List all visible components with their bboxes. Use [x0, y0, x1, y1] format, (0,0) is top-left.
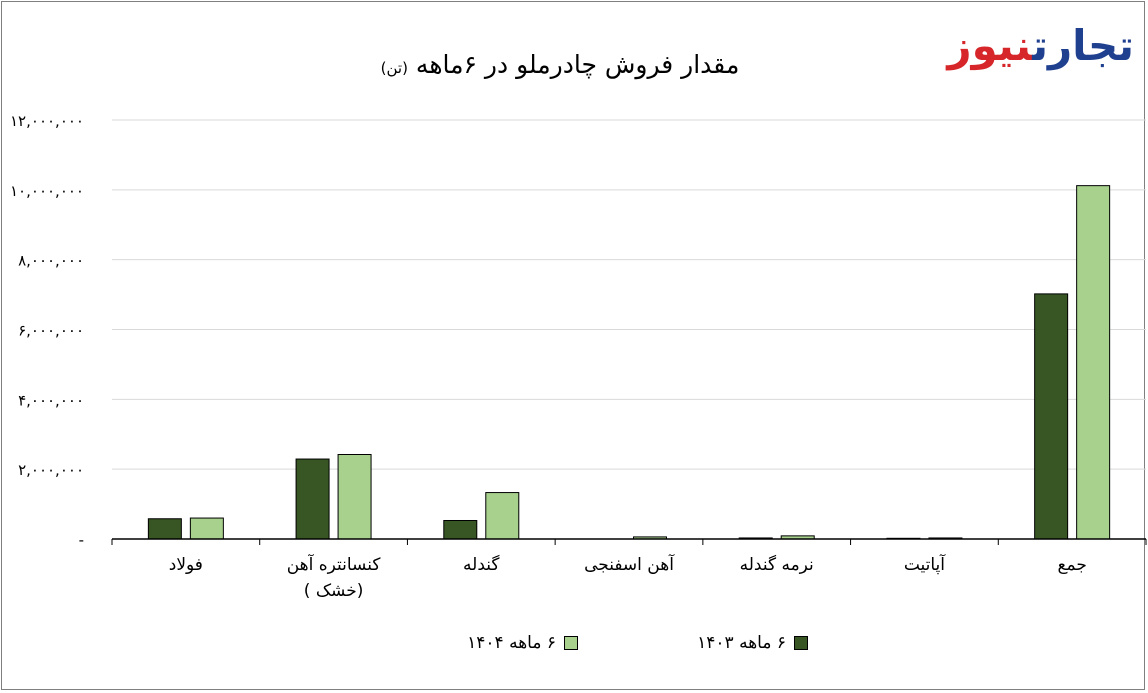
bar-1403 [295, 458, 330, 540]
brand-logo-part1: تجارت [1032, 21, 1135, 70]
x-axis-category-labels: فولاد کنسانتره آهن (خشک ) گندله آهن اسفنجی نر… [169, 553, 1087, 601]
legend-swatch-1403 [794, 636, 808, 650]
bar-1403 [147, 518, 182, 540]
y-tick-label: ۲,۰۰۰,۰۰۰ [18, 461, 84, 479]
x-category-label: فولاد [169, 555, 203, 575]
bar-1403 [1034, 293, 1069, 540]
bar-1403 [443, 519, 478, 540]
x-category-label: (خشک ) [304, 581, 364, 601]
x-category-label: آپاتیت [904, 553, 946, 575]
bars [147, 185, 1111, 540]
brand-logo: تجارتنیوز [947, 18, 1135, 74]
legend-label-1404: ۶ ماهه ۱۴۰۴ [467, 633, 556, 653]
x-category-label: کنسانتره آهن [287, 553, 382, 575]
bar-1404 [189, 517, 224, 540]
x-category-label: آهن اسفنجی [584, 553, 675, 575]
x-category-label: جمع [1057, 555, 1086, 575]
chart-title-main: مقدار فروش چادرملو در ۶ماهه [415, 50, 740, 79]
y-tick-label: ۴,۰۰۰,۰۰۰ [18, 391, 84, 409]
bar-1404 [485, 492, 520, 540]
legend-swatch-1404 [564, 636, 578, 650]
chart-title: مقدار فروش چادرملو در ۶ماهه (تن) [300, 50, 820, 79]
y-axis-tick-labels: - ۲,۰۰۰,۰۰۰ ۴,۰۰۰,۰۰۰ ۶,۰۰۰,۰۰۰ ۸,۰۰۰,۰۰۰ ۱۰,… [10, 112, 84, 549]
y-tick-label: ۱۲,۰۰۰,۰۰۰ [10, 112, 84, 130]
x-axis [111, 538, 1147, 545]
y-tick-label: ۸,۰۰۰,۰۰۰ [18, 252, 84, 270]
chart-title-unit: (تن) [380, 59, 408, 77]
bar-1404 [1076, 185, 1111, 540]
y-tick-label: ۶,۰۰۰,۰۰۰ [18, 322, 84, 340]
legend-label-1403: ۶ ماهه ۱۴۰۳ [697, 633, 786, 653]
x-category-label: نرمه گندله [740, 554, 814, 575]
legend-item-1404: ۶ ماهه ۱۴۰۴ [467, 630, 578, 656]
y-tick-label: - [79, 531, 84, 549]
y-tick-label: ۱۰,۰۰۰,۰۰۰ [10, 182, 84, 200]
bar-1404 [337, 454, 372, 540]
gridlines [112, 119, 1146, 470]
brand-logo-part2: نیوز [947, 21, 1033, 70]
legend: ۶ ماهه ۱۴۰۳ ۶ ماهه ۱۴۰۴ [428, 630, 808, 656]
legend-item-1403: ۶ ماهه ۱۴۰۳ [697, 630, 808, 656]
x-category-label: گندله [463, 554, 500, 575]
